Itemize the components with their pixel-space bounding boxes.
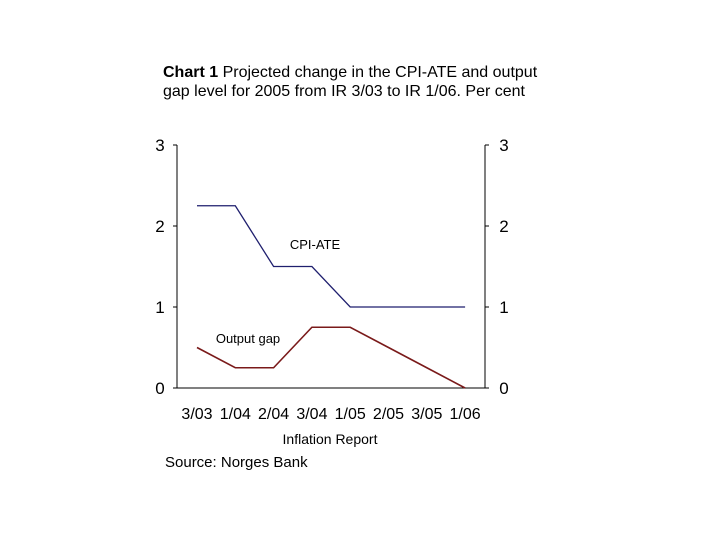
y-tick-label-right: 0 <box>499 379 508 398</box>
x-tick-label: 1/06 <box>450 406 481 423</box>
x-tick-label: 3/05 <box>411 406 442 423</box>
x-tick-label: 1/05 <box>335 406 366 423</box>
x-axis-label: Inflation Report <box>283 431 378 447</box>
y-tick-label-right: 1 <box>499 298 508 317</box>
chart-axes <box>173 144 489 389</box>
chart-title-bold: Chart 1 <box>163 64 219 81</box>
y-tick-label-right: 3 <box>499 136 508 155</box>
x-tick-label: 2/05 <box>373 406 404 423</box>
y-tick-label-right: 2 <box>499 217 508 236</box>
series-label-output-gap: Output gap <box>216 331 280 346</box>
x-tick-label: 1/04 <box>220 406 251 423</box>
series-line-output-gap <box>196 326 466 389</box>
x-tick-label: 2/04 <box>258 406 289 423</box>
series-line-cpi-ate <box>197 205 466 308</box>
series-label-cpi-ate: CPI-ATE <box>290 237 341 252</box>
chart-labels: 0 0 1 1 2 2 3 3 3/03 1/04 2/04 3/04 1/05 2/05 3/05 1/06… <box>155 136 508 423</box>
y-tick-label-left: 2 <box>155 217 164 236</box>
x-tick-label: 3/04 <box>296 406 327 423</box>
source-note: Source: Norges Bank <box>165 454 308 471</box>
x-tick-label: 3/03 <box>181 406 212 423</box>
chart-title: Chart 1 Projected change in the CPI-ATE … <box>163 63 543 101</box>
y-tick-label-left: 3 <box>155 136 164 155</box>
y-tick-label-left: 0 <box>155 379 164 398</box>
y-tick-label-left: 1 <box>155 298 164 317</box>
chart-series <box>196 205 466 389</box>
chart-title-text: Projected change in the CPI-ATE and outp… <box>163 64 538 100</box>
